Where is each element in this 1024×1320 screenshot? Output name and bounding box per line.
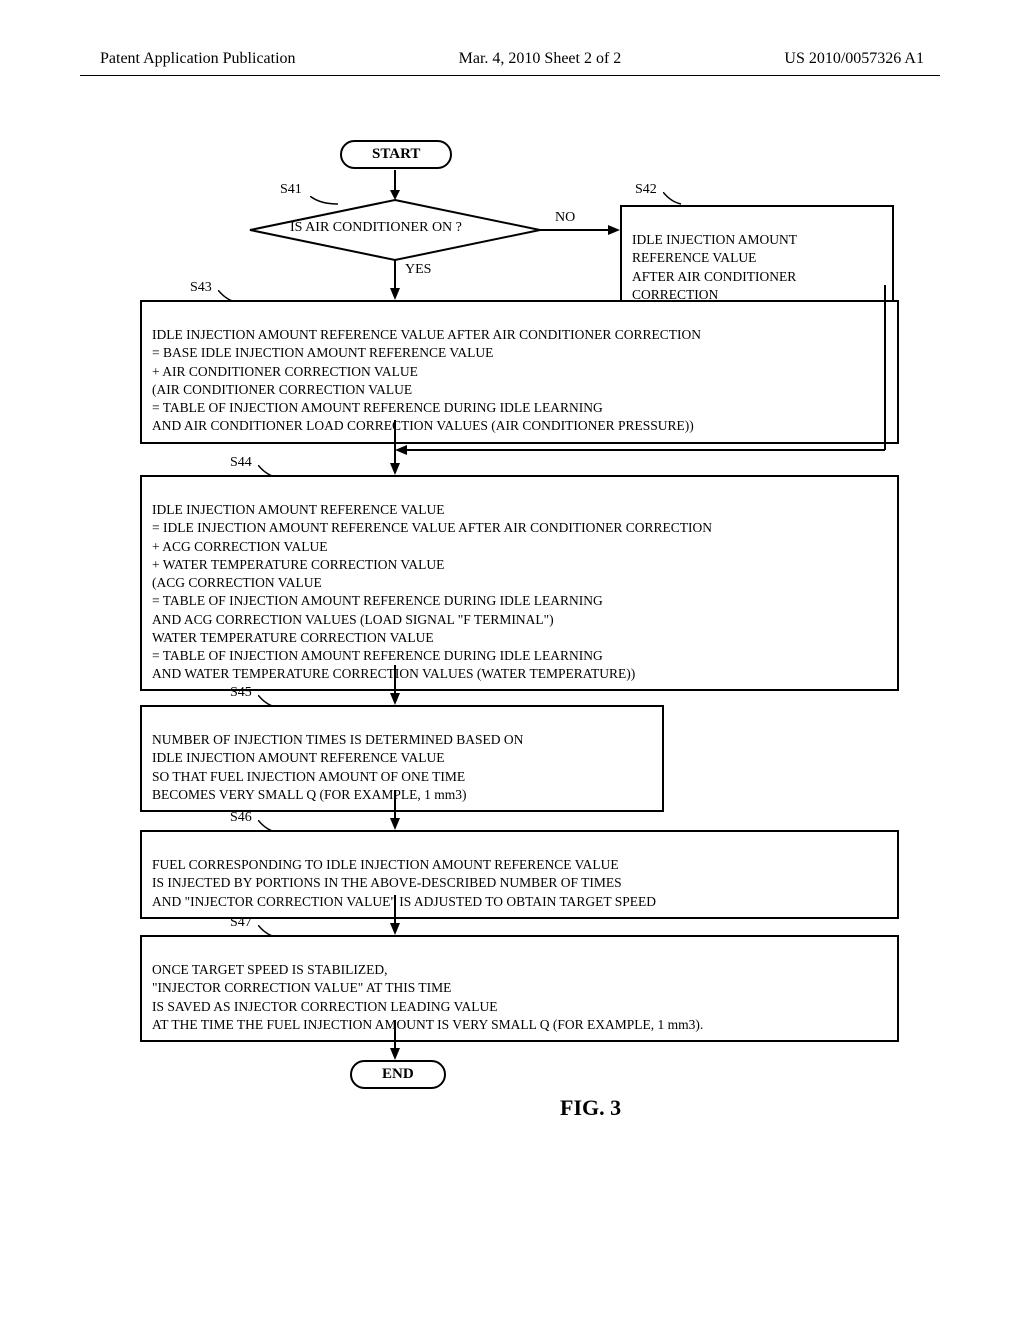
s46-label-wrap: S46 [230, 810, 252, 826]
arrow-s41-s43 [390, 260, 400, 300]
start-text: START [372, 146, 420, 162]
s43-label-wrap: S43 [190, 280, 212, 296]
header-center: Mar. 4, 2010 Sheet 2 of 2 [459, 50, 622, 68]
s41-no: NO [555, 210, 575, 226]
header-rule [80, 75, 940, 76]
s45-text: NUMBER OF INJECTION TIMES IS DETERMINED … [152, 732, 523, 802]
s46-label: S46 [230, 810, 252, 825]
s44-label: S44 [230, 455, 252, 470]
arrow-s46-s47 [390, 895, 400, 935]
s44-text: IDLE INJECTION AMOUNT REFERENCE VALUE = … [152, 502, 712, 681]
s41-text: IS AIR CONDITIONER ON ? [290, 220, 462, 236]
arrow-s42-join [395, 420, 895, 480]
s43-text: IDLE INJECTION AMOUNT REFERENCE VALUE AF… [152, 327, 701, 433]
arrow-s45-s46 [390, 790, 400, 830]
s42-label-wrap: S42 [635, 182, 657, 198]
s47-text: ONCE TARGET SPEED IS STABILIZED, "INJECT… [152, 962, 703, 1032]
s43-label: S43 [190, 280, 212, 295]
s45-label-wrap: S45 [230, 685, 252, 701]
s41-yes: YES [405, 262, 431, 278]
s44-label-wrap: S44 [230, 455, 252, 471]
s42-label: S42 [635, 182, 657, 197]
figure-label: FIG. 3 [560, 1095, 621, 1121]
arrow-start-s41 [390, 170, 400, 200]
arrow-s47-end [390, 1020, 400, 1060]
end-text: END [382, 1066, 414, 1082]
s47-box: ONCE TARGET SPEED IS STABILIZED, "INJECT… [140, 935, 899, 1042]
end-terminator: END [350, 1060, 446, 1089]
s47-label: S47 [230, 915, 252, 930]
s42-box: IDLE INJECTION AMOUNT REFERENCE VALUE AF… [620, 205, 894, 312]
arrow-s41-s42 [540, 228, 620, 238]
s41-label-wrap: S41 [280, 182, 302, 198]
s41-label: S41 [280, 182, 302, 197]
header-right: US 2010/0057326 A1 [784, 50, 924, 68]
s46-text: FUEL CORRESPONDING TO IDLE INJECTION AMO… [152, 857, 656, 908]
s42-text: IDLE INJECTION AMOUNT REFERENCE VALUE AF… [632, 232, 797, 302]
start-terminator: START [340, 140, 452, 169]
s47-label-wrap: S47 [230, 915, 252, 931]
s45-label: S45 [230, 685, 252, 700]
page-header: Patent Application Publication Mar. 4, 2… [0, 50, 1024, 68]
s45-box: NUMBER OF INJECTION TIMES IS DETERMINED … [140, 705, 664, 812]
arrow-s44-s45 [390, 665, 400, 705]
s46-box: FUEL CORRESPONDING TO IDLE INJECTION AMO… [140, 830, 899, 919]
header-left: Patent Application Publication [100, 50, 296, 68]
s44-box: IDLE INJECTION AMOUNT REFERENCE VALUE = … [140, 475, 899, 691]
